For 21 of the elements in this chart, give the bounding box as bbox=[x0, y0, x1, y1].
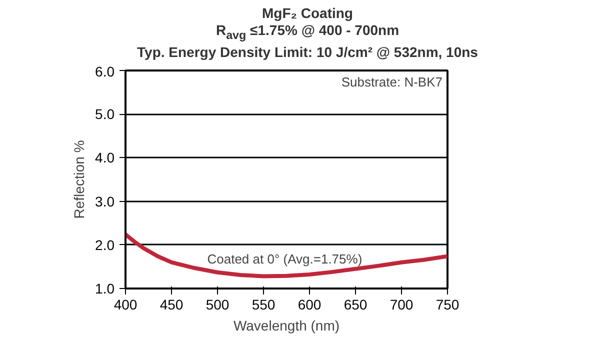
x-tick-label: 700 bbox=[390, 296, 414, 312]
chart-title: MgF₂ Coating bbox=[261, 5, 354, 22]
x-tick-label: 500 bbox=[206, 296, 230, 312]
y-tick-label: 5.0 bbox=[95, 106, 115, 122]
y-tick-label: 2.0 bbox=[95, 236, 115, 253]
y-tick-label: 4.0 bbox=[95, 150, 115, 166]
x-tick-label: 750 bbox=[436, 296, 460, 312]
x-tick-label: 400 bbox=[114, 296, 138, 312]
y-tick-label: 6.0 bbox=[95, 64, 115, 80]
annotation: Coated at 0° (Avg.=1.75%) bbox=[207, 252, 362, 266]
chart-subtitle: R$_{avg}$ ≤1.75% @ 400 - 700nm Typ. Energy Density Limit: 10 J/cm² @ 532nm, 10ns bbox=[137, 22, 478, 61]
y-axis-title: Reflection % bbox=[71, 140, 88, 219]
x-tick-label: 450 bbox=[160, 296, 184, 312]
x-tick-label: 650 bbox=[344, 296, 368, 312]
y-tick-label: 1.0 bbox=[95, 280, 115, 296]
annotation: Substrate: N-BK7 bbox=[341, 74, 442, 90]
x-axis-title: Wavelength (nm) bbox=[233, 318, 340, 334]
line-series bbox=[126, 232, 448, 278]
x-tick-label: 550 bbox=[252, 296, 276, 312]
x-tick-label: 600 bbox=[298, 296, 322, 312]
y-tick-label: 3.0 bbox=[95, 193, 115, 210]
